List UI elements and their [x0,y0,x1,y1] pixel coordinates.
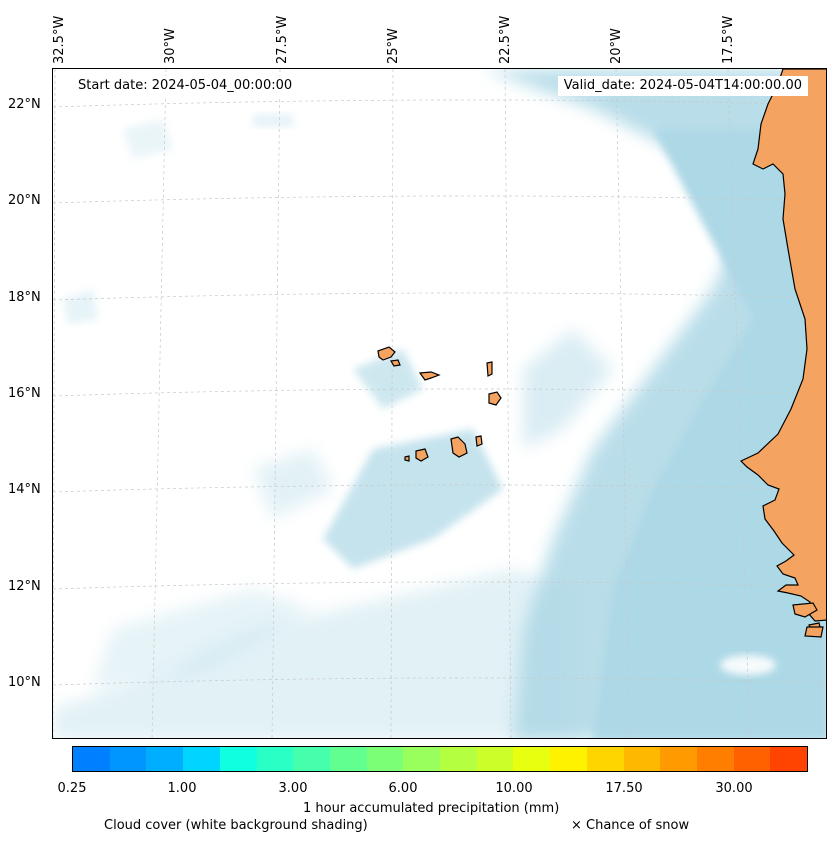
colorbar-tick-4: 10.00 [495,781,533,796]
lat-label-10n: 10°N [8,675,41,690]
cloud-band-south [53,569,573,738]
precipitation-colorbar [72,746,808,772]
grid-lat-14 [53,484,826,493]
colorbar-tick-1: 1.00 [167,781,197,796]
colorbar-tick-5: 17.50 [605,781,643,796]
cloud-streak-4 [523,329,613,449]
grid-lat-20 [53,195,826,204]
colorbar-segment [660,747,697,771]
colorbar-segment [183,747,220,771]
colorbar-segment [109,747,147,771]
lat-label-14n: 14°N [8,482,41,497]
grid-lon-3 [271,69,281,738]
grid-lat-12 [53,581,826,590]
colorbar-segment [770,747,808,771]
colorbar-segment [440,747,477,771]
island-sao-nicolau [418,371,441,381]
grid-lon-6 [615,69,631,738]
cloud-cover-shading [53,69,826,738]
lon-label-32-5w: 32.5°W [52,15,67,64]
lat-label-22n: 22°N [8,97,41,112]
colorbar-segment [293,747,330,771]
island-sao-vicente [390,359,401,367]
grid-lon-7 [727,69,751,738]
clear-patch [720,655,776,675]
grid-lat-10 [53,677,826,686]
colorbar-tick-3: 6.00 [388,781,418,796]
snow-legend: × Chance of snow [571,818,690,833]
cloud-puff-1 [123,119,173,159]
lon-label-20w: 20°W [609,28,624,64]
africa-landmass [739,69,826,622]
lat-label-12n: 12°N [8,579,41,594]
map-graphic [53,69,826,738]
colorbar-title: 1 hour accumulated precipitation (mm) [303,801,560,816]
lon-label-22-5w: 22.5°W [498,15,513,64]
island-boa-vista [488,391,502,406]
colorbar-segment [329,747,367,771]
cloud-streak-2 [323,429,503,569]
island-santo-antao [377,346,396,361]
colorbar-segment [733,747,771,771]
lon-label-30w: 30°W [163,28,178,64]
lon-label-17-5w: 17.5°W [721,15,736,64]
graticule [53,69,826,738]
coast-island-1 [792,602,818,618]
colorbar-tick-0: 0.25 [57,781,87,796]
colorbar-segment [366,747,404,771]
cloud-puff-3 [253,114,293,127]
grid-lon-4 [390,69,394,738]
lon-label-25w: 25°W [386,28,401,64]
cloud-cover-legend: Cloud cover (white background shading) [104,818,368,833]
colorbar-segment [219,747,257,771]
colorbar-segment [696,747,734,771]
island-santiago [450,436,468,458]
grid-lat-22 [53,99,826,108]
island-sal [486,361,493,377]
colorbar-segment [623,747,661,771]
cloud-streak-1 [353,349,423,409]
colorbar-segment [586,747,624,771]
lat-label-16n: 16°N [8,386,41,401]
lat-label-18n: 18°N [8,290,41,305]
island-fogo [415,448,429,462]
valid-date-label: Valid_date: 2024-05-04T14:00:00.00 [557,76,808,96]
lon-label-27-5w: 27.5°W [275,15,290,64]
colorbar-segment [73,747,110,771]
cabo-verde-islands [377,346,502,462]
colorbar-segment [476,747,514,771]
island-brava [404,455,410,462]
island-maio [475,435,483,447]
cloud-streak-5 [93,589,313,689]
colorbar-segment [550,747,587,771]
lat-label-20n: 20°N [8,193,41,208]
grid-lat-18 [53,292,826,301]
grid-lon-2 [151,69,167,738]
grid-lon-1 [53,69,56,738]
colorbar-segment [256,747,294,771]
grid-lon-5 [504,69,512,738]
coast-island-3 [804,626,824,638]
grid-lat-16 [53,388,826,397]
map-canvas[interactable] [52,68,827,739]
colorbar-tick-2: 3.00 [278,781,308,796]
colorbar-segment [146,747,184,771]
start-date-label: Start date: 2024-05-04_00:00:00 [72,76,299,96]
cloud-puff-2 [63,289,98,324]
colorbar-segment [403,747,441,771]
colorbar-segment [513,747,551,771]
colorbar-tick-6: 30.00 [715,781,753,796]
cloud-streak-3 [253,449,333,519]
